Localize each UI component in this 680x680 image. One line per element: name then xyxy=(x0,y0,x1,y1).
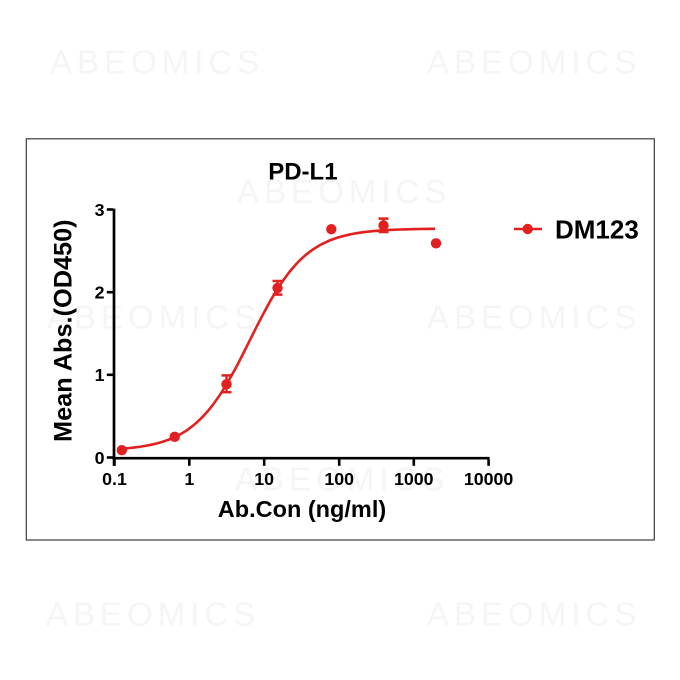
svg-text:10000: 10000 xyxy=(464,469,514,489)
svg-text:ABEOMICS: ABEOMICS xyxy=(47,299,261,336)
svg-text:ABEOMICS: ABEOMICS xyxy=(50,44,264,81)
svg-text:ABEOMICS: ABEOMICS xyxy=(427,596,641,633)
svg-text:ABEOMICS: ABEOMICS xyxy=(46,596,260,633)
svg-text:1000: 1000 xyxy=(394,469,434,489)
svg-text:10: 10 xyxy=(254,469,274,489)
svg-text:2: 2 xyxy=(95,283,105,303)
svg-text:Ab.Con (ng/ml): Ab.Con (ng/ml) xyxy=(218,496,386,522)
svg-text:100: 100 xyxy=(324,469,354,489)
svg-text:1: 1 xyxy=(95,365,105,385)
svg-text:ABEOMICS: ABEOMICS xyxy=(237,173,451,210)
svg-text:ABEOMICS: ABEOMICS xyxy=(427,299,641,336)
svg-text:0.1: 0.1 xyxy=(102,469,127,489)
svg-text:ABEOMICS: ABEOMICS xyxy=(427,44,641,81)
svg-text:Mean Abs.(OD450): Mean Abs.(OD450) xyxy=(50,219,78,442)
svg-text:3: 3 xyxy=(95,200,105,220)
svg-text:1: 1 xyxy=(184,469,194,489)
svg-text:0: 0 xyxy=(95,448,105,468)
svg-text:DM123: DM123 xyxy=(555,215,639,245)
svg-text:ABEOMICS: ABEOMICS xyxy=(235,461,449,498)
svg-text:PD-L1: PD-L1 xyxy=(268,158,337,185)
